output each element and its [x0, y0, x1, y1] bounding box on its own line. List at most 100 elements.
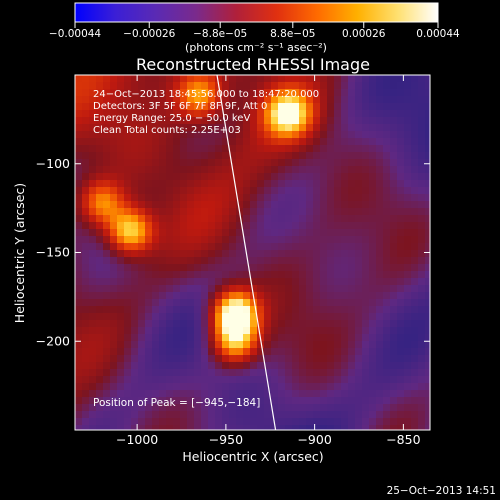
heatmap-cell: [271, 334, 279, 342]
heatmap-cell: [173, 264, 181, 272]
heatmap-cell: [82, 425, 90, 430]
heatmap-cell: [166, 369, 174, 377]
heatmap-cell: [75, 187, 83, 195]
heatmap-cell: [278, 257, 286, 265]
heatmap-cell: [236, 82, 244, 90]
heatmap-cell: [145, 355, 153, 363]
heatmap-cell: [159, 138, 167, 146]
heatmap-cell: [376, 75, 384, 83]
heatmap-cell: [397, 75, 405, 83]
heatmap-cell: [229, 110, 237, 118]
heatmap-cell: [215, 306, 223, 314]
heatmap-cell: [390, 187, 398, 195]
heatmap-cell: [278, 173, 286, 181]
heatmap-cell: [229, 369, 237, 377]
heatmap-cell: [327, 152, 335, 160]
heatmap-cell: [418, 397, 426, 405]
heatmap-cell: [348, 341, 356, 349]
heatmap-cell: [138, 299, 146, 307]
heatmap-cell: [236, 348, 244, 356]
heatmap-cell: [103, 425, 111, 430]
heatmap-cell: [75, 271, 83, 279]
heatmap-cell: [257, 264, 265, 272]
heatmap-cell: [159, 236, 167, 244]
heatmap-cell: [334, 355, 342, 363]
heatmap-cell: [404, 89, 412, 97]
heatmap-cell: [131, 159, 139, 167]
heatmap-cell: [208, 390, 216, 398]
heatmap-cell: [222, 285, 230, 293]
heatmap-cell: [124, 285, 132, 293]
heatmap-cell: [222, 145, 230, 153]
heatmap-cell: [229, 341, 237, 349]
heatmap-cell: [75, 222, 83, 230]
heatmap-cell: [404, 397, 412, 405]
heatmap-cell: [124, 327, 132, 335]
heatmap-cell: [355, 222, 363, 230]
heatmap-cell: [404, 425, 412, 430]
heatmap-cell: [159, 404, 167, 412]
heatmap-cell: [341, 397, 349, 405]
heatmap-cell: [166, 299, 174, 307]
heatmap-cell: [404, 341, 412, 349]
heatmap-cell: [327, 222, 335, 230]
heatmap-cell: [75, 341, 83, 349]
heatmap-cell: [187, 194, 195, 202]
heatmap-cell: [355, 327, 363, 335]
heatmap-cell: [397, 285, 405, 293]
heatmap-cell: [418, 75, 426, 83]
heatmap-cell: [236, 355, 244, 363]
heatmap-cell: [201, 236, 209, 244]
heatmap-cell: [173, 103, 181, 111]
heatmap-cell: [264, 229, 272, 237]
heatmap-cell: [404, 103, 412, 111]
heatmap-cell: [173, 159, 181, 167]
heatmap-cell: [271, 229, 279, 237]
heatmap-cell: [117, 194, 125, 202]
heatmap-cell: [390, 306, 398, 314]
heatmap-cell: [327, 313, 335, 321]
heatmap-cell: [208, 271, 216, 279]
heatmap-cell: [124, 369, 132, 377]
heatmap-cell: [390, 411, 398, 419]
heatmap-cell: [215, 138, 223, 146]
heatmap-cell: [117, 117, 125, 125]
heatmap-cell: [362, 96, 370, 104]
heatmap-cell: [285, 173, 293, 181]
heatmap-cell: [145, 264, 153, 272]
heatmap-cell: [299, 250, 307, 258]
heatmap-cell: [152, 264, 160, 272]
heatmap-cell: [264, 159, 272, 167]
heatmap-cell: [383, 124, 391, 132]
heatmap-cell: [159, 383, 167, 391]
heatmap-cell: [362, 257, 370, 265]
heatmap-cell: [236, 376, 244, 384]
heatmap-cell: [110, 208, 118, 216]
heatmap-cell: [250, 418, 258, 426]
heatmap-cell: [243, 320, 251, 328]
heatmap-cell: [425, 194, 430, 202]
heatmap-cell: [103, 418, 111, 426]
heatmap-cell: [418, 194, 426, 202]
heatmap-cell: [264, 131, 272, 139]
heatmap-cell: [75, 243, 83, 251]
heatmap-cell: [131, 348, 139, 356]
heatmap-cell: [278, 82, 286, 90]
heatmap-cell: [418, 215, 426, 223]
heatmap-cell: [257, 159, 265, 167]
heatmap-cell: [334, 201, 342, 209]
heatmap-cell: [208, 425, 216, 430]
heatmap-cell: [390, 201, 398, 209]
heatmap-cell: [82, 89, 90, 97]
heatmap-cell: [131, 96, 139, 104]
heatmap-cell: [327, 194, 335, 202]
heatmap-cell: [355, 397, 363, 405]
heatmap-cell: [250, 313, 258, 321]
heatmap-cell: [362, 327, 370, 335]
heatmap-cell: [320, 313, 328, 321]
heatmap-cell: [187, 376, 195, 384]
heatmap-cell: [145, 341, 153, 349]
heatmap-cell: [313, 180, 321, 188]
heatmap-cell: [299, 383, 307, 391]
heatmap-cell: [96, 180, 104, 188]
